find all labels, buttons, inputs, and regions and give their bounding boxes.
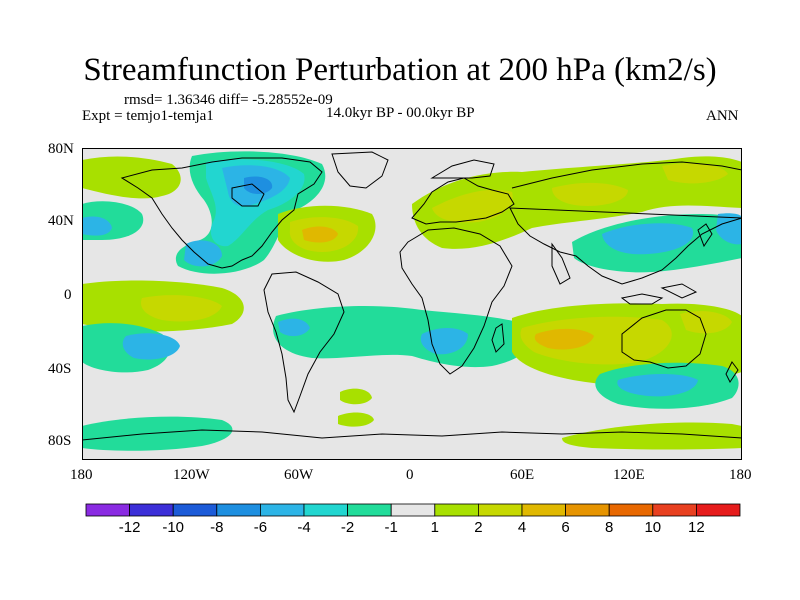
colorbar-swatch bbox=[303, 503, 348, 517]
colorbar-swatch bbox=[259, 503, 305, 517]
colorbar-swatch bbox=[477, 503, 523, 517]
coastline-north-america bbox=[120, 157, 323, 269]
contour-region bbox=[140, 295, 222, 322]
coastline-greenland bbox=[331, 151, 389, 189]
contour-region bbox=[562, 422, 742, 450]
colorbar-level-label: 1 bbox=[431, 519, 439, 536]
contour-region bbox=[273, 306, 534, 368]
coastline-indonesia bbox=[620, 293, 664, 305]
contour-region bbox=[602, 223, 694, 255]
contour-region bbox=[432, 189, 513, 223]
colorbar-swatch bbox=[390, 503, 436, 517]
contour-region bbox=[82, 216, 112, 236]
chart-title: Streamfunction Perturbation at 200 hPa (… bbox=[83, 52, 717, 88]
colorbar-swatch bbox=[608, 503, 654, 517]
y-tick-label: 80S bbox=[48, 433, 72, 449]
coastline-madagascar bbox=[491, 323, 505, 353]
contour-region bbox=[662, 163, 728, 184]
contour-region bbox=[420, 328, 468, 355]
contour-region bbox=[338, 412, 374, 427]
colorbar-level-label: 8 bbox=[605, 519, 613, 536]
colorbar-swatch bbox=[129, 503, 174, 517]
contour-region bbox=[520, 316, 672, 365]
colorbar-level-label: -8 bbox=[210, 519, 223, 536]
x-tick-label: 180 bbox=[70, 467, 93, 483]
contour-region bbox=[716, 213, 742, 245]
coastline-antarctica bbox=[82, 429, 742, 441]
coastline-scandinavia bbox=[430, 159, 495, 179]
colorbar-swatch bbox=[521, 503, 566, 517]
coastline-new-guinea bbox=[660, 283, 698, 299]
contour-region bbox=[617, 374, 698, 397]
contour-region bbox=[184, 240, 222, 267]
period-label: 14.0kyr BP - 00.0kyr BP bbox=[326, 105, 475, 121]
colorbar-swatch bbox=[565, 503, 610, 517]
colorbar-level-label: 12 bbox=[688, 519, 705, 536]
colorbar-swatch bbox=[696, 503, 741, 517]
colorbar-swatch bbox=[85, 503, 130, 517]
contour-region bbox=[278, 318, 310, 337]
y-tick-label: 40N bbox=[48, 213, 74, 229]
experiment-label: Expt = temjo1-temja1 bbox=[82, 108, 214, 124]
coastline-australia bbox=[621, 309, 707, 369]
coastline-new-zealand bbox=[725, 361, 739, 383]
colorbar-swatch bbox=[172, 503, 218, 517]
contour-fills bbox=[82, 151, 742, 451]
season-label: ANN bbox=[706, 108, 739, 124]
colorbar-swatch bbox=[347, 503, 392, 517]
colorbar-swatch bbox=[216, 503, 261, 517]
map-plot bbox=[82, 148, 742, 460]
x-tick-label: 60E bbox=[510, 467, 535, 483]
colorbar-level-label: 6 bbox=[561, 519, 569, 536]
contour-region bbox=[122, 333, 180, 360]
colorbar-level-label: 4 bbox=[518, 519, 526, 536]
x-tick-label: 120W bbox=[173, 467, 210, 483]
y-tick-label: 0 bbox=[64, 287, 72, 303]
colorbar-level-label: -10 bbox=[162, 519, 184, 536]
contour-region bbox=[534, 328, 594, 350]
coastlines bbox=[82, 151, 742, 441]
coastline-europe bbox=[411, 177, 515, 225]
coastline-africa bbox=[399, 227, 513, 375]
rmsd-diff-text: rmsd= 1.36346 diff= -5.28552e-09 bbox=[124, 92, 333, 108]
coastline-asia bbox=[509, 161, 742, 285]
colorbar-level-label: -6 bbox=[254, 519, 267, 536]
colorbar-level-label: -4 bbox=[297, 519, 310, 536]
contour-region bbox=[82, 416, 233, 451]
colorbar-swatch bbox=[434, 503, 479, 517]
contour-region bbox=[302, 226, 338, 243]
x-tick-label: 180 bbox=[729, 467, 752, 483]
contour-region bbox=[680, 311, 732, 334]
contour-region bbox=[82, 156, 181, 199]
coastline-japan bbox=[697, 223, 713, 248]
colorbar-level-label: 10 bbox=[644, 519, 661, 536]
x-tick-label: 60W bbox=[284, 467, 314, 483]
y-tick-label: 40S bbox=[48, 361, 72, 377]
coastline-south-america bbox=[263, 271, 345, 414]
colorbar-level-label: -2 bbox=[341, 519, 354, 536]
contour-region bbox=[340, 388, 372, 405]
x-tick-label: 0 bbox=[406, 467, 414, 483]
colorbar-swatch bbox=[652, 503, 697, 517]
colorbar-level-label: -12 bbox=[119, 519, 141, 536]
coastline-india bbox=[551, 242, 571, 285]
colorbar-level-label: 2 bbox=[474, 519, 482, 536]
map-frame bbox=[82, 148, 742, 460]
x-tick-label: 120E bbox=[613, 467, 645, 483]
contour-region bbox=[552, 182, 628, 206]
coastline-hudson-bay bbox=[231, 183, 265, 207]
contour-region bbox=[244, 176, 273, 194]
y-tick-label: 80N bbox=[48, 141, 74, 157]
colorbar-level-label: -1 bbox=[385, 519, 398, 536]
